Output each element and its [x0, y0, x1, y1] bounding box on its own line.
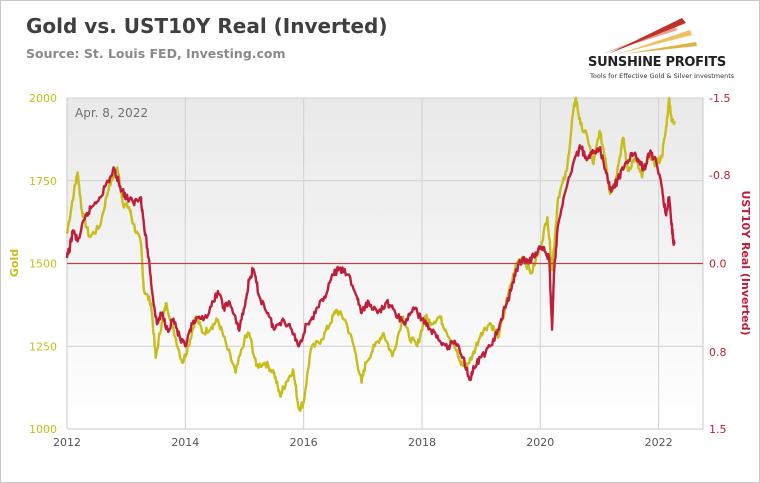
x-tick-label: 2016: [290, 436, 318, 449]
y-axis-left-label: Gold: [8, 249, 21, 277]
logo-tagline: Tools for Effective Gold & Silver Invest…: [590, 72, 735, 80]
sunrays-logo-icon: [602, 18, 697, 54]
date-annotation: Apr. 8, 2022: [75, 106, 148, 120]
gold-price-line: [65, 96, 676, 413]
y-right-tick-label: -0.8: [709, 169, 730, 182]
x-tick-label: 2022: [645, 436, 673, 449]
chart-title: Gold vs. UST10Y Real (Inverted): [26, 14, 388, 38]
x-tick-label: 2014: [171, 436, 199, 449]
y-right-tick-label: -1.5: [709, 92, 730, 105]
y-right-tick-label: 0.8: [709, 346, 727, 359]
chart-source: Source: St. Louis FED, Investing.com: [26, 46, 286, 61]
y-left-tick-label: 1250: [29, 340, 57, 353]
y-right-tick-label: 0.0: [709, 258, 727, 271]
series-lines: [65, 96, 703, 413]
y-left-tick-label: 1500: [29, 258, 57, 271]
axis-ticks: 2012 2014 2016 2018 2020 2022 1000 1250 1500 1750…: [29, 92, 730, 449]
x-tick-label: 2020: [526, 436, 554, 449]
sunshine-profits-logo: SUNSHINE PROFITS Tools for Effective Gol…: [578, 14, 750, 84]
y-left-tick-label: 2000: [29, 92, 57, 105]
x-tick-label: 2018: [408, 436, 436, 449]
y-right-tick-label: 1.5: [709, 423, 727, 436]
y-axis-right-label: UST10Y Real (Inverted): [739, 190, 752, 335]
y-left-tick-label: 1750: [29, 175, 57, 188]
y-left-tick-label: 1000: [29, 423, 57, 436]
x-tick-label: 2012: [53, 436, 81, 449]
real-yield-line: [65, 144, 676, 382]
logo-name: SUNSHINE PROFITS: [588, 55, 726, 70]
